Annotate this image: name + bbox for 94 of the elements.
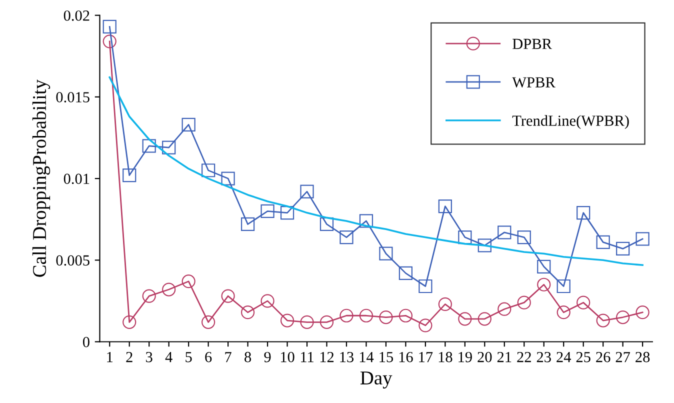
point [260, 204, 274, 218]
point [418, 279, 432, 294]
point [556, 306, 570, 320]
point [576, 206, 590, 220]
line-series [108, 76, 644, 266]
legend-label: DPBR [512, 38, 552, 49]
point [359, 308, 374, 322]
legend-label: TrendLine(WPBR) [512, 115, 629, 129]
x-tick-label: 14 [360, 352, 374, 362]
x-tick-label: 23 [536, 352, 551, 362]
point [300, 315, 314, 329]
x-tick-label: 18 [438, 352, 452, 362]
x-tick-label: 11 [301, 352, 314, 362]
point [300, 184, 314, 198]
point [102, 20, 116, 34]
point [398, 266, 413, 280]
y-tick-label: 0.01 [64, 174, 90, 184]
x-tick-label: 25 [576, 352, 590, 362]
x-tick-label: 16 [399, 352, 413, 362]
x-tick-label: 3 [146, 352, 152, 362]
point [240, 217, 255, 232]
y-tick-label: 0 [82, 336, 90, 348]
point [478, 238, 492, 252]
x-tick-label: 4 [165, 352, 172, 362]
x-tick-label: 21 [497, 352, 512, 362]
point [221, 172, 235, 186]
point [517, 230, 531, 244]
point [182, 274, 196, 288]
point [398, 308, 413, 322]
point [616, 242, 630, 256]
x-tick-label: 8 [244, 352, 252, 362]
point [202, 164, 216, 178]
x-tick-label: 2 [126, 352, 132, 362]
point [320, 315, 334, 329]
point [162, 282, 176, 296]
x-tick-label: 26 [596, 352, 610, 362]
point [636, 306, 650, 320]
point [202, 315, 216, 329]
y-tick-label: 0.015 [56, 92, 90, 102]
point [616, 310, 630, 324]
x-tick-label: 13 [340, 352, 354, 362]
x-tick-label: 19 [458, 352, 472, 362]
x-axis-title: Day [360, 372, 392, 389]
point [221, 289, 235, 303]
point [596, 235, 610, 249]
point [438, 199, 452, 214]
x-tick-label: 24 [556, 352, 572, 362]
x-tick-label: 22 [517, 352, 531, 362]
point [260, 294, 274, 308]
point [556, 279, 570, 294]
point [636, 232, 650, 246]
point [458, 312, 472, 326]
x-tick-label: 5 [186, 352, 192, 362]
point [340, 230, 354, 244]
x-tick-label: 15 [380, 352, 394, 362]
point [576, 296, 590, 310]
point [102, 34, 116, 48]
y-tick-label: 0.02 [64, 10, 90, 21]
x-tick-label: 20 [478, 352, 492, 362]
x-tick-label: 6 [205, 352, 212, 362]
x-tick-label: 28 [636, 352, 650, 362]
point [478, 312, 492, 326]
x-tick-label: 10 [280, 352, 294, 362]
point [379, 246, 393, 260]
point [340, 308, 354, 322]
x-tick-label: 12 [320, 352, 334, 362]
point [122, 315, 136, 329]
point [359, 214, 374, 228]
point [418, 318, 432, 332]
point [517, 296, 531, 310]
point [182, 118, 196, 132]
point [142, 289, 156, 303]
point [162, 140, 176, 154]
point [438, 297, 452, 312]
x-tick-label: 7 [225, 352, 232, 362]
point [537, 278, 551, 292]
x-tick-label: 1 [107, 352, 113, 362]
point [280, 206, 294, 220]
point [122, 168, 136, 182]
legend-label: WPBR [512, 77, 556, 88]
point [320, 217, 334, 232]
point [280, 314, 294, 328]
point [537, 260, 551, 274]
x-tick-label: 27 [616, 352, 630, 362]
point [379, 310, 393, 324]
point [142, 139, 156, 153]
y-tick-label: 0.005 [56, 255, 90, 266]
x-tick-label: 17 [419, 352, 433, 362]
x-tick-label: 9 [264, 352, 271, 362]
point [498, 302, 512, 316]
point [240, 306, 255, 320]
point [498, 226, 512, 240]
y-axis-title: Call DroppingProbability [32, 79, 50, 277]
point [596, 314, 610, 328]
